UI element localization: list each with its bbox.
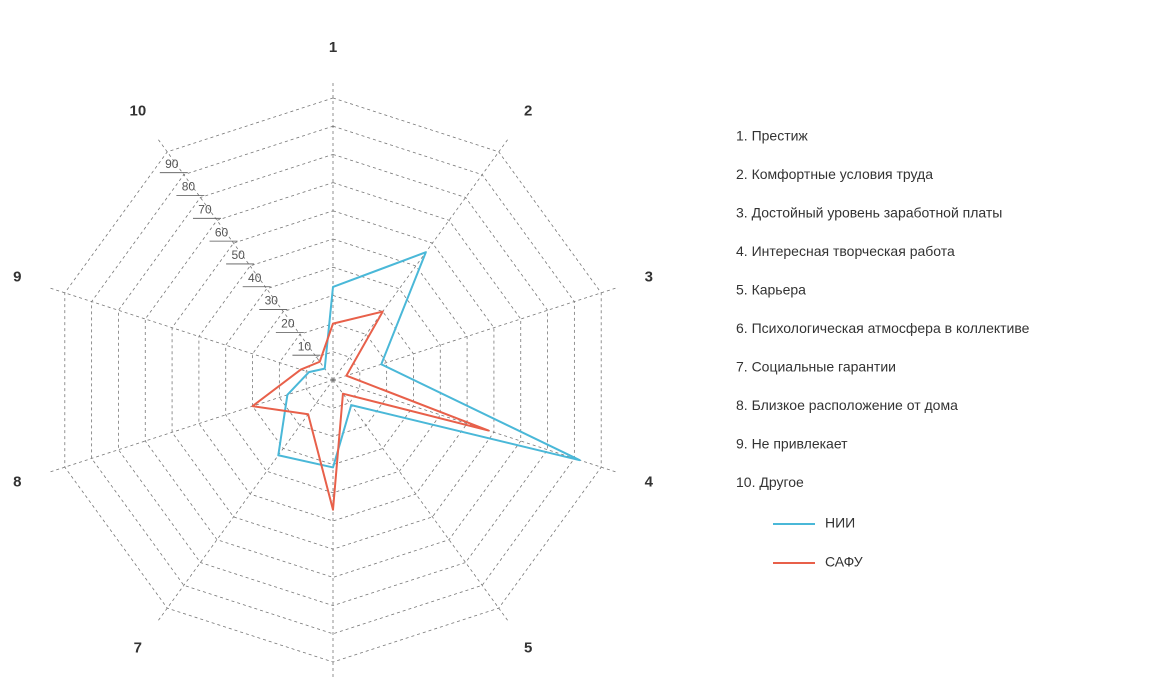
legend-label: НИИ — [825, 515, 855, 531]
tick-label: 70 — [198, 202, 212, 216]
tick-label: 30 — [265, 294, 279, 308]
axis-label: 9 — [13, 268, 21, 285]
grid-ring — [198, 238, 468, 522]
axis-line — [332, 137, 510, 381]
axis-label: 4 — [645, 474, 654, 491]
axis-label: 8 — [13, 474, 21, 491]
axis-line — [332, 286, 619, 381]
tick-label: 90 — [165, 157, 179, 171]
tick-label: 60 — [215, 225, 229, 239]
tick-label: 50 — [231, 248, 245, 262]
axis-label: 1 — [329, 39, 337, 56]
axis-label: 3 — [645, 268, 653, 285]
grid-ring — [144, 182, 522, 578]
axis-label: 5 — [524, 640, 532, 657]
axis-line — [332, 379, 510, 623]
category-description: 2. Комфортные условия труда — [736, 166, 933, 182]
series-line — [277, 251, 581, 469]
tick-label: 20 — [281, 317, 295, 331]
series-line — [251, 310, 490, 511]
tick-label: 40 — [248, 271, 262, 285]
axis-label: 10 — [130, 102, 147, 119]
category-description: 5. Карьера — [736, 282, 806, 298]
category-description: 10. Другое — [736, 474, 804, 490]
category-description: 1. Престиж — [736, 128, 808, 144]
axis-label: 7 — [134, 640, 142, 657]
category-description: 7. Социальные гарантии — [736, 359, 896, 375]
tick-label: 80 — [182, 180, 196, 194]
axis-line — [156, 379, 334, 623]
category-description: 4. Интересная творческая работа — [736, 243, 955, 259]
axis-line — [47, 379, 334, 474]
axis-line — [156, 137, 334, 381]
axis-label: 2 — [524, 102, 532, 119]
grid-ring — [118, 153, 548, 607]
category-description: 9. Не привлекает — [736, 436, 848, 452]
axis-line — [47, 286, 334, 381]
legend-label: САФУ — [825, 554, 863, 570]
grid-ring — [225, 266, 441, 494]
tick-label: 10 — [298, 339, 312, 353]
category-description: 6. Психологическая атмосфера в коллектив… — [736, 320, 1030, 336]
category-description: 3. Достойный уровень заработной платы — [736, 205, 1002, 221]
category-description: 8. Близкое расположение от дома — [736, 397, 958, 413]
